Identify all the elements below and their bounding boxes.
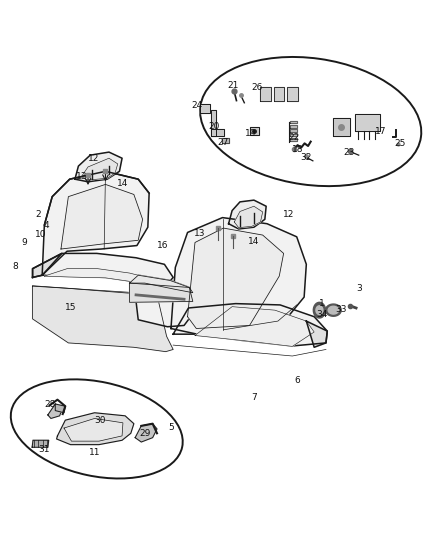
Text: 34: 34 [316,310,327,319]
Polygon shape [332,118,350,136]
Text: 12: 12 [283,211,294,220]
Polygon shape [229,200,266,229]
Polygon shape [32,253,173,286]
Text: 2: 2 [35,209,41,219]
Polygon shape [234,206,263,228]
Text: 7: 7 [251,393,257,402]
Text: 16: 16 [156,241,168,250]
Polygon shape [173,304,327,346]
Polygon shape [261,87,272,101]
Polygon shape [200,104,210,113]
Text: 9: 9 [22,238,28,247]
Polygon shape [250,127,259,135]
Polygon shape [328,306,339,314]
Polygon shape [32,286,173,352]
Text: 4: 4 [44,221,49,230]
Text: 31: 31 [39,446,50,454]
Text: 24: 24 [191,101,203,110]
Polygon shape [187,228,284,328]
Polygon shape [306,321,327,348]
Text: 11: 11 [89,448,100,457]
Polygon shape [313,302,325,318]
Text: 1: 1 [319,299,325,308]
Text: 22: 22 [289,133,300,142]
Polygon shape [316,306,323,314]
Polygon shape [44,269,164,287]
Text: 23: 23 [343,148,355,157]
Polygon shape [134,275,191,327]
Text: 5: 5 [168,423,174,432]
Text: 21: 21 [228,81,239,90]
Text: 30: 30 [95,416,106,425]
Text: 13: 13 [76,172,87,181]
Polygon shape [290,138,297,141]
Text: 19: 19 [245,129,256,138]
Polygon shape [171,217,306,334]
Polygon shape [287,87,297,101]
Polygon shape [48,404,63,418]
Polygon shape [211,110,216,135]
Polygon shape [325,304,341,316]
Text: 32: 32 [300,153,312,162]
Polygon shape [211,129,224,135]
Polygon shape [55,404,65,413]
Text: 20: 20 [208,122,219,131]
Text: 6: 6 [295,376,300,384]
Text: 8: 8 [12,262,18,271]
Text: 14: 14 [117,179,129,188]
Text: 33: 33 [336,305,347,314]
Polygon shape [223,138,230,143]
Polygon shape [274,87,285,101]
Text: 3: 3 [356,284,362,293]
Polygon shape [290,130,297,132]
Text: 12: 12 [88,154,99,163]
Text: 28: 28 [44,400,55,408]
Polygon shape [355,114,380,131]
Polygon shape [130,283,193,302]
Polygon shape [135,424,157,442]
Polygon shape [195,306,314,346]
Polygon shape [57,413,134,445]
Polygon shape [64,418,123,441]
Text: 15: 15 [65,303,76,312]
Text: 10: 10 [35,230,46,239]
Polygon shape [61,184,143,249]
Text: 25: 25 [395,139,406,148]
Polygon shape [42,171,149,275]
Polygon shape [32,440,49,447]
Polygon shape [75,152,122,182]
Polygon shape [290,134,297,136]
Text: 18: 18 [292,145,304,154]
Text: 17: 17 [375,127,386,136]
Polygon shape [290,125,297,128]
Polygon shape [32,253,62,277]
Polygon shape [130,275,193,293]
Text: 13: 13 [194,229,205,238]
Text: 27: 27 [218,138,229,147]
Polygon shape [81,158,118,180]
Text: 26: 26 [252,83,263,92]
Text: 29: 29 [139,429,151,438]
Text: 14: 14 [248,237,260,246]
Polygon shape [290,120,297,123]
